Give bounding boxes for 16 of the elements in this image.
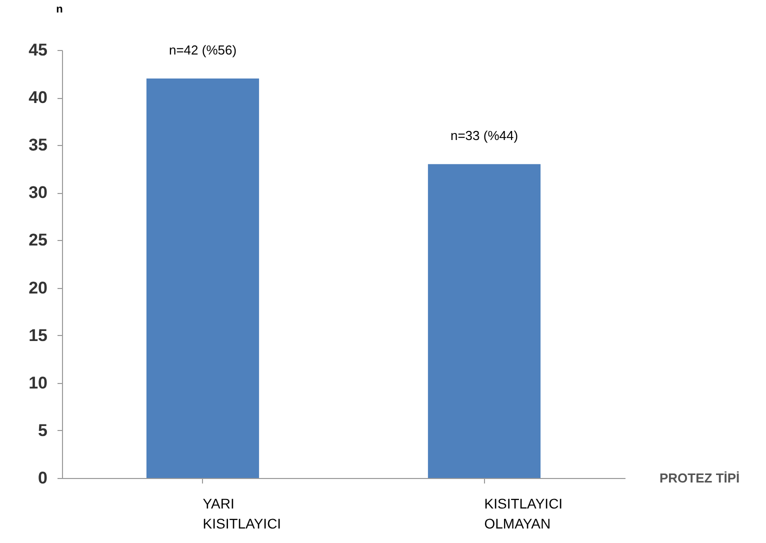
x-tick-label: YARI KISITLAYICI [202, 496, 282, 532]
y-axis-title: n [56, 4, 64, 16]
y-tick-label: 35 [28, 136, 48, 155]
x-axis-title: PROTEZ TİPİ [660, 470, 740, 486]
y-tick-label: 40 [28, 88, 48, 108]
y-tick-label: 20 [28, 278, 48, 298]
data-label: n=42 (%56) [168, 42, 237, 58]
x-tick-label: KISITLAYICI OLMAYAN [484, 496, 563, 532]
y-tick-label: 30 [28, 183, 48, 202]
data-label: n=33 (%44) [450, 128, 518, 144]
y-tick-label: 0 [38, 468, 48, 488]
y-tick-label: 25 [28, 230, 48, 250]
y-tick-label: 15 [28, 326, 48, 345]
y-tick-label: 45 [28, 40, 48, 60]
y-tick-label: 10 [28, 373, 48, 392]
y-tick-label: 5 [38, 420, 48, 440]
